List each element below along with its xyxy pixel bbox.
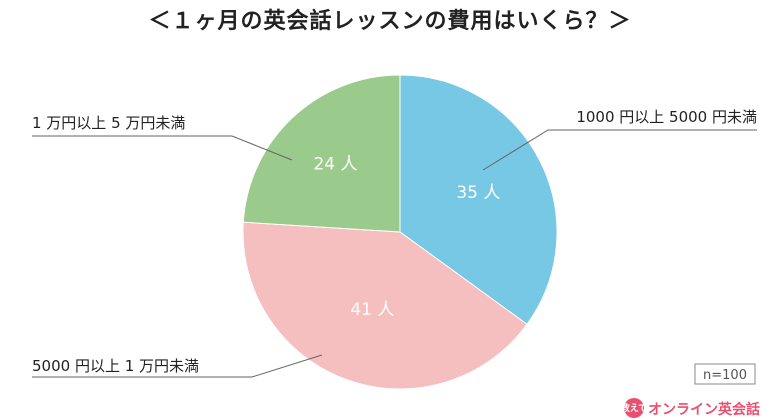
logo-badge-text: 教えて xyxy=(620,402,648,414)
leader-line xyxy=(32,135,293,161)
leader-lines xyxy=(32,129,757,378)
brand-logo: 教えて オンライン英会話 xyxy=(620,398,760,418)
pie-slice xyxy=(242,74,401,233)
slice-value-label: 24 人 xyxy=(313,154,357,174)
pie-slice xyxy=(399,74,558,325)
slice-value-label: 35 人 xyxy=(456,183,500,203)
category-label: 1000 円以上 5000 円未満 xyxy=(576,108,757,126)
leader-line xyxy=(482,129,757,171)
pie-slice xyxy=(242,221,528,390)
category-label: 5000 円以上 1 万円未満 xyxy=(32,357,199,375)
slice-value-label: 41 人 xyxy=(350,300,394,320)
logo-text: オンライン英会話 xyxy=(648,401,760,418)
sample-size-label: n=100 xyxy=(703,368,747,383)
pie-slices xyxy=(242,74,558,390)
category-label: 1 万円以上 5 万円未満 xyxy=(32,114,185,132)
leader-line xyxy=(32,354,323,378)
logo-badge-icon xyxy=(624,398,644,418)
category-labels: 1000 円以上 5000 円未満 5000 円以上 1 万円未満 1 万円以上 5… xyxy=(32,108,757,375)
sample-size-box: n=100 xyxy=(694,363,756,385)
chart-title: ＜１ヶ月の英会話レッスンの費用はいくら？＞ xyxy=(148,8,631,34)
slice-value-labels: 35 人 41 人 24 人 xyxy=(313,154,500,319)
